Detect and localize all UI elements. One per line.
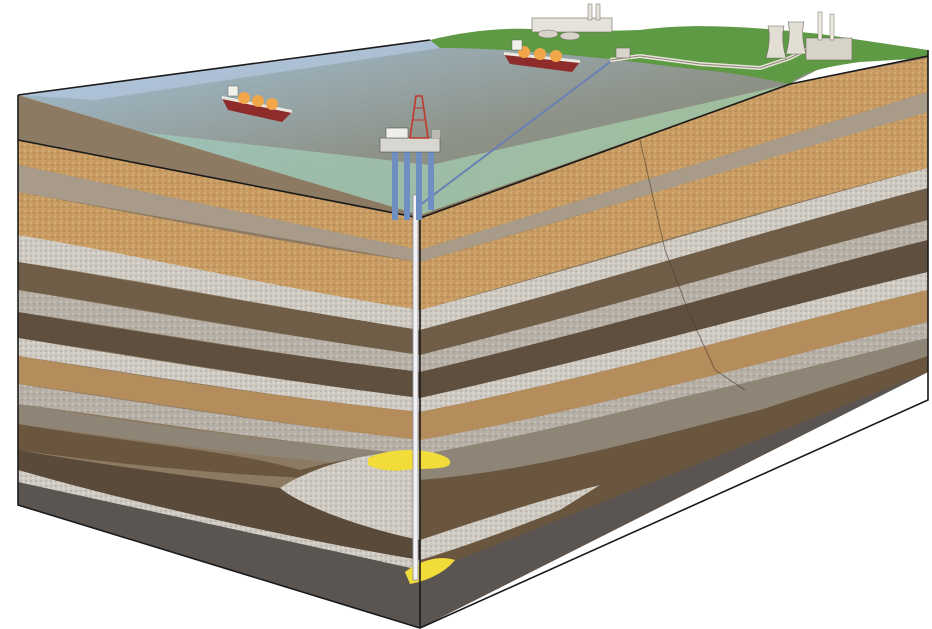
sea-surface	[18, 40, 860, 215]
offshore-platform-icon	[379, 95, 441, 220]
power-station-icon	[765, 11, 853, 61]
lng-tanker-icon	[222, 85, 292, 122]
gas-processing-plant-icon	[531, 3, 613, 41]
lng-terminal-tanker-icon	[504, 39, 580, 72]
wellbore-icon	[412, 194, 419, 581]
subsea-pipeline-icon	[419, 61, 611, 206]
onshore-pipeline-icon	[609, 46, 811, 71]
block-outline	[17, 39, 929, 629]
side-face-strata	[420, 55, 928, 628]
